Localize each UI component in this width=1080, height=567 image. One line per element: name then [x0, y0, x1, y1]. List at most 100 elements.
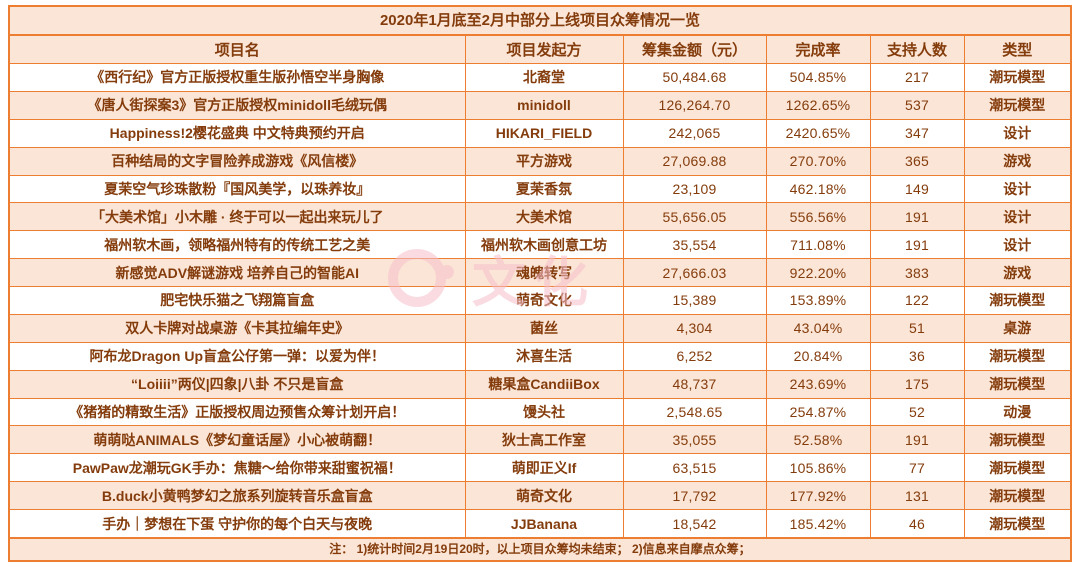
- cell: 52.58%: [765, 425, 871, 455]
- cell: 潮玩模型: [963, 286, 1070, 315]
- cell: 设计: [963, 174, 1070, 204]
- cell: 潮玩模型: [963, 509, 1070, 538]
- cell: 新感觉ADV解谜游戏 培养自己的智能AI: [10, 258, 466, 287]
- cell: 556.56%: [765, 202, 871, 232]
- table-row: 百种结局的文字冒险养成游戏《风信楼》 平方游戏 27,069.88 270.70% 36…: [10, 146, 1070, 176]
- cell: 18,542: [622, 509, 767, 538]
- cell: 35,055: [622, 425, 767, 455]
- table-row: 萌萌哒ANIMALS《梦幻童话屋》小心被萌翻！ 狄士高工作室 35,055 52.58…: [10, 425, 1070, 455]
- cell: 51: [869, 313, 965, 343]
- cell: 萌萌哒ANIMALS《梦幻童话屋》小心被萌翻！: [10, 425, 466, 455]
- cell: 243.69%: [765, 369, 871, 399]
- cell: 夏茉空气珍珠散粉『国风美学，以珠养妆』: [10, 174, 466, 204]
- cell: 217: [869, 63, 965, 92]
- cell: 魂魄转写: [464, 258, 624, 287]
- table-row: B.duck小黄鸭梦幻之旅系列旋转音乐盒盲盒 萌奇文化 17,792 177.92% 1…: [10, 481, 1070, 510]
- cell: 糖果盒CandiiBox: [464, 369, 624, 399]
- cell: 《猪猪的精致生活》正版授权周边预售众筹计划开启！: [10, 397, 466, 427]
- column-header-0: 项目名: [10, 35, 466, 64]
- table-row: 双人卡牌对战桌游《卡其拉编年史》 菌丝 4,304 43.04% 51 桌游: [10, 313, 1070, 343]
- cell: 504.85%: [765, 63, 871, 92]
- cell: 122: [869, 286, 965, 315]
- cell: 27,666.03: [622, 258, 767, 287]
- cell: 347: [869, 118, 965, 148]
- cell: 242,065: [622, 118, 767, 148]
- table-title: 2020年1月底至2月中部分上线项目众筹情况一览: [10, 7, 1070, 35]
- cell: 153.89%: [765, 286, 871, 315]
- cell: 383: [869, 258, 965, 287]
- cell: 双人卡牌对战桌游《卡其拉编年史》: [10, 313, 466, 343]
- cell: 126,264.70: [622, 90, 767, 120]
- cell: B.duck小黄鸭梦幻之旅系列旋转音乐盒盲盒: [10, 481, 466, 510]
- cell: HIKARI_FIELD: [464, 118, 624, 148]
- cell: 1262.65%: [765, 90, 871, 120]
- table-row: Happiness!2樱花盛典 中文特典预约开启 HIKARI_FIELD 242,…: [10, 118, 1070, 148]
- cell: 175: [869, 369, 965, 399]
- cell: 手办｜梦想在下蛋 守护你的每个白天与夜晚: [10, 509, 466, 538]
- cell: 6,252: [622, 341, 767, 371]
- cell: 270.70%: [765, 146, 871, 176]
- column-header-2: 筹集金额（元）: [622, 35, 767, 64]
- cell: 沐喜生活: [464, 341, 624, 371]
- column-header-4: 支持人数: [869, 35, 965, 64]
- footnote: 注： 1)统计时间2月19日20时，以上项目众筹均未结束； 2)信息来自摩点众筹…: [10, 538, 1070, 560]
- cell: 711.08%: [765, 230, 871, 260]
- cell: 77: [869, 453, 965, 483]
- cell: 52: [869, 397, 965, 427]
- cell: 17,792: [622, 481, 767, 510]
- cell: 15,389: [622, 286, 767, 315]
- cell: Happiness!2樱花盛典 中文特典预约开启: [10, 118, 466, 148]
- cell: 游戏: [963, 146, 1070, 176]
- cell: 大美术馆: [464, 202, 624, 232]
- column-header-5: 类型: [963, 35, 1070, 64]
- cell: 潮玩模型: [963, 481, 1070, 510]
- cell: 夏茉香氛: [464, 174, 624, 204]
- table-row: PawPaw龙潮玩GK手办：焦糖～给你带来甜蜜祝福！ 萌即正义If 63,515 10…: [10, 453, 1070, 483]
- cell: 福州软木画，领略福州特有的传统工艺之美: [10, 230, 466, 260]
- column-header-3: 完成率: [765, 35, 871, 64]
- table-row: 肥宅快乐猫之飞翔篇盲盒 萌奇文化 15,389 153.89% 122 潮玩模型: [10, 286, 1070, 315]
- cell: 63,515: [622, 453, 767, 483]
- cell: 27,069.88: [622, 146, 767, 176]
- table-row: “Loiiii”两仪|四象|八卦 不只是盲盒 糖果盒CandiiBox 48,737…: [10, 369, 1070, 399]
- cell: 922.20%: [765, 258, 871, 287]
- cell: 35,554: [622, 230, 767, 260]
- crowdfunding-table: 2020年1月底至2月中部分上线项目众筹情况一览 项目名 项目发起方 筹集金额（元）…: [8, 5, 1072, 562]
- cell: 《唐人街探案3》官方正版授权minidoll毛绒玩偶: [10, 90, 466, 120]
- cell: “Loiiii”两仪|四象|八卦 不只是盲盒: [10, 369, 466, 399]
- cell: 菌丝: [464, 313, 624, 343]
- table-row: 《猪猪的精致生活》正版授权周边预售众筹计划开启！ 馒头社 2,548.65 254.8…: [10, 397, 1070, 427]
- cell: 43.04%: [765, 313, 871, 343]
- cell: 185.42%: [765, 509, 871, 538]
- cell: 馒头社: [464, 397, 624, 427]
- cell: 2,548.65: [622, 397, 767, 427]
- cell: 537: [869, 90, 965, 120]
- table-row: 新感觉ADV解谜游戏 培养自己的智能AI 魂魄转写 27,666.03 922.20%…: [10, 258, 1070, 287]
- cell: 动漫: [963, 397, 1070, 427]
- table-row: 手办｜梦想在下蛋 守护你的每个白天与夜晚 JJBanana 18,542 185.42…: [10, 509, 1070, 538]
- cell: 潮玩模型: [963, 90, 1070, 120]
- cell: 4,304: [622, 313, 767, 343]
- cell: 潮玩模型: [963, 453, 1070, 483]
- header-row: 项目名 项目发起方 筹集金额（元） 完成率 支持人数 类型: [10, 35, 1070, 64]
- cell: 萌奇文化: [464, 286, 624, 315]
- table-row: 阿布龙Dragon Up盲盒公仔第一弹：以爱为伴！ 沐喜生活 6,252 20.84%…: [10, 341, 1070, 371]
- table-row: 《西行纪》官方正版授权重生版孙悟空半身胸像 北裔堂 50,484.68 504.85%…: [10, 63, 1070, 92]
- cell: 北裔堂: [464, 63, 624, 92]
- cell: 48,737: [622, 369, 767, 399]
- cell: 潮玩模型: [963, 425, 1070, 455]
- cell: 《西行纪》官方正版授权重生版孙悟空半身胸像: [10, 63, 466, 92]
- cell: 设计: [963, 118, 1070, 148]
- cell: 潮玩模型: [963, 341, 1070, 371]
- data-table: 项目名 项目发起方 筹集金额（元） 完成率 支持人数 类型 《西行纪》官方正版授权重生版孙…: [10, 35, 1070, 538]
- table-row: 「大美术馆」小木雕 · 终于可以一起出来玩儿了 大美术馆 55,656.05 556.…: [10, 202, 1070, 232]
- cell: 191: [869, 425, 965, 455]
- column-header-1: 项目发起方: [464, 35, 624, 64]
- cell: 55,656.05: [622, 202, 767, 232]
- cell: 设计: [963, 230, 1070, 260]
- cell: 36: [869, 341, 965, 371]
- cell: 2420.65%: [765, 118, 871, 148]
- cell: 狄士高工作室: [464, 425, 624, 455]
- cell: 177.92%: [765, 481, 871, 510]
- cell: 萌奇文化: [464, 481, 624, 510]
